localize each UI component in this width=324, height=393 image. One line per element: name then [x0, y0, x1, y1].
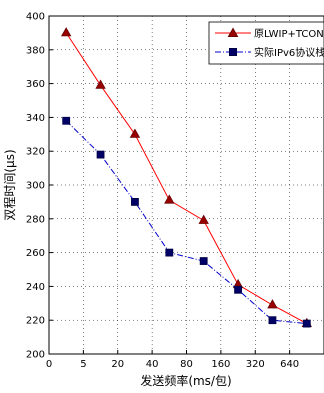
y-tick-label: 220: [26, 316, 45, 327]
series-point-square: [131, 197, 139, 206]
legend-marker-2: [229, 48, 237, 56]
series-point-square: [302, 319, 311, 328]
x-tick-label: 640: [280, 359, 299, 370]
y-tick-label: 320: [26, 147, 45, 158]
y-tick-label: 380: [26, 45, 45, 56]
series-line-1: [65, 32, 308, 325]
y-tick-label: 260: [26, 248, 45, 259]
x-tick-label: 5: [80, 359, 86, 370]
series-point-square: [199, 257, 208, 265]
legend-marker-1: [227, 27, 239, 37]
series-point-square: [165, 248, 174, 257]
y-tick-label: 280: [26, 214, 45, 225]
legend-label-1: 原LWIP+TCON: [254, 28, 324, 40]
y-tick-label: 400: [26, 12, 45, 23]
legend-label-2: 实际IPv6协议栈: [254, 46, 324, 59]
y-tick-label: 340: [26, 113, 45, 124]
x-tick-label: 0: [46, 359, 52, 370]
x-tick-label: 40: [146, 359, 159, 370]
legend: 原LWIP+TCON 实际IPv6协议栈: [208, 21, 324, 65]
series-layer: [61, 27, 312, 328]
grid: [49, 16, 324, 354]
x-tick-label: 20: [111, 359, 124, 370]
x-tick-label: 80: [180, 359, 193, 370]
series-point-square: [268, 316, 277, 325]
series-line-2: [65, 120, 307, 325]
y-axis-title: 双程时间(μs): [2, 149, 17, 220]
y-tick-label: 360: [26, 79, 45, 90]
series-point-triangle: [198, 214, 209, 224]
legend-box: [208, 21, 324, 65]
y-tick-label: 200: [26, 350, 45, 361]
series-point-triangle: [267, 299, 278, 309]
x-axis-title: 发送频率(ms/包): [140, 373, 231, 388]
series-point-square: [234, 285, 242, 294]
axis-ticks: 200 220 240 260 280 300 320 340 360 380 400 0 5 20 40 8…: [26, 12, 299, 371]
x-tick-label: 160: [211, 359, 230, 370]
series-point-triangle: [95, 79, 106, 89]
y-tick-label: 300: [26, 181, 45, 192]
series-point-square: [62, 116, 71, 125]
y-tick-label: 240: [26, 282, 45, 293]
x-tick-label: 320: [246, 359, 265, 370]
series-point-triangle: [61, 27, 72, 37]
series-point-triangle: [164, 194, 175, 204]
series-point-square: [96, 150, 105, 159]
series-point-triangle: [129, 128, 141, 138]
